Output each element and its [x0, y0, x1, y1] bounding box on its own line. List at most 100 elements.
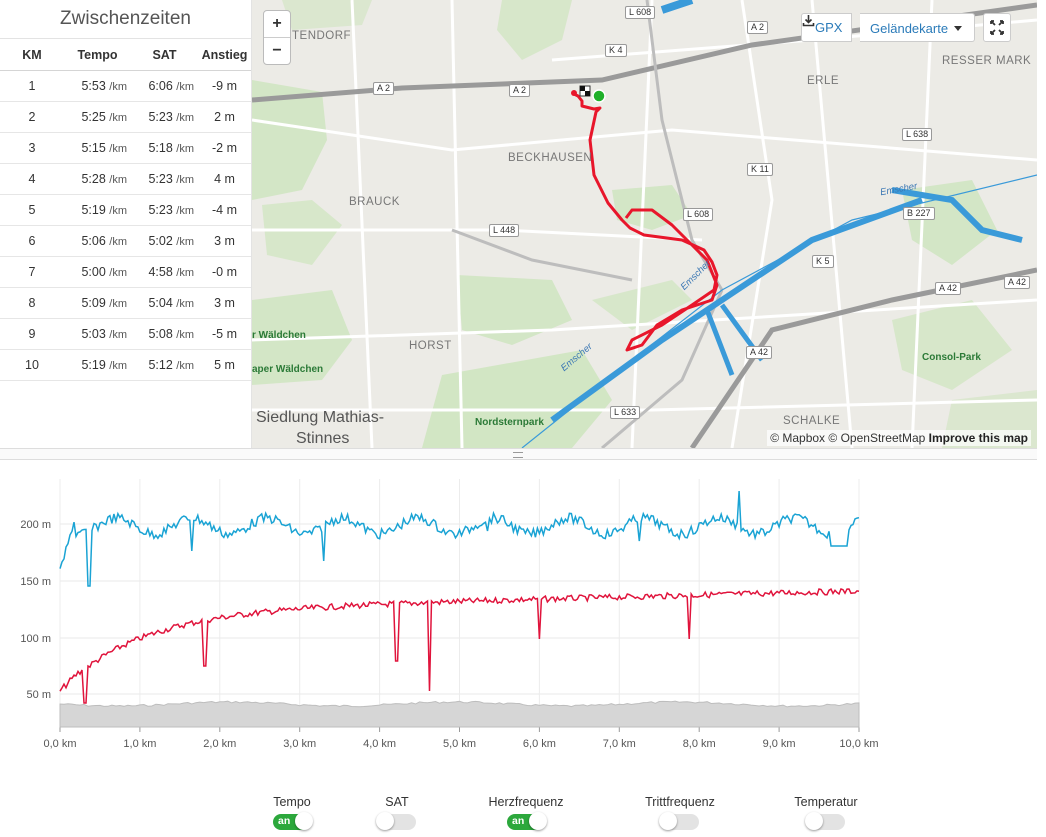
toggle-label: Trittfrequenz [645, 795, 715, 809]
activity-chart[interactable]: 200 m 150 m 100 m 50 m 0,0 km 1,0 km 2,0 km 3,0… [0, 461, 1037, 781]
road-shield: A 2 [373, 82, 395, 95]
y-tick-label: 150 m [20, 576, 51, 588]
gpx-label: GPX [815, 20, 843, 35]
toggle-switch[interactable] [805, 811, 845, 830]
finish-marker[interactable] [571, 85, 591, 97]
x-tick-label: 4,0 km [363, 738, 396, 750]
split-tempo: 5:25 /km [64, 101, 131, 133]
elevation-area [59, 700, 860, 728]
park-label: r Wäldchen [252, 330, 306, 341]
split-sat-value: 5:02 [148, 234, 173, 248]
split-sat-unit: /km [176, 298, 194, 310]
split-row[interactable]: 3 5:15 /km 5:18 /km -2 m [0, 132, 251, 164]
zoom-in-button[interactable]: + [272, 15, 282, 32]
split-rise: -2 m [198, 132, 251, 164]
split-rise: 3 m [198, 225, 251, 257]
split-row[interactable]: 8 5:09 /km 5:04 /km 3 m [0, 287, 251, 319]
split-sat: 4:58 /km [131, 256, 198, 288]
place-label: BRAUCK [349, 196, 400, 208]
toggle-label: SAT [385, 795, 409, 809]
split-row[interactable]: 7 5:00 /km 4:58 /km -0 m [0, 256, 251, 288]
split-tempo-unit: /km [109, 81, 127, 93]
split-sat-value: 4:58 [148, 265, 173, 279]
toggle-temperatur: Temperatur [766, 795, 886, 831]
toggle-switch[interactable] [376, 811, 416, 830]
split-tempo: 5:09 /km [64, 287, 131, 319]
x-tick-label: 0,0 km [43, 738, 76, 750]
split-rise: -0 m [198, 256, 251, 288]
place-label: BECKHAUSEN [508, 152, 593, 164]
split-sat-value: 6:06 [148, 79, 173, 93]
x-tick-label: 6,0 km [523, 738, 556, 750]
x-tick-label: 5,0 km [443, 738, 476, 750]
split-sat-value: 5:12 [148, 358, 173, 372]
split-tempo-value: 5:00 [81, 265, 106, 279]
resize-handle[interactable] [0, 448, 1037, 460]
split-tempo-value: 5:09 [81, 296, 106, 310]
split-row[interactable]: 4 5:28 /km 5:23 /km 4 m [0, 163, 251, 195]
toggle-switch[interactable]: an [507, 811, 547, 830]
split-km: 2 [0, 101, 64, 133]
caret-down-icon [954, 26, 962, 31]
split-rise: -4 m [198, 194, 251, 226]
split-km: 5 [0, 194, 64, 226]
column-header-sat[interactable]: SAT [131, 38, 198, 71]
split-row[interactable]: 9 5:03 /km 5:08 /km -5 m [0, 318, 251, 350]
map-canvas[interactable] [252, 0, 1037, 448]
split-rise: 5 m [198, 349, 251, 381]
settlement-label-1: Siedlung Mathias- [256, 409, 385, 426]
chart-canvas[interactable]: 200 m 150 m 100 m 50 m 0,0 km 1,0 km 2,0 km 3,0… [0, 461, 1037, 781]
toggle-switch[interactable]: an [273, 811, 313, 830]
map-style-dropdown[interactable]: Geländekarte [860, 13, 975, 42]
split-rise: 3 m [198, 287, 251, 319]
toggle-switch[interactable] [659, 811, 699, 830]
split-row[interactable]: 2 5:25 /km 5:23 /km 2 m [0, 101, 251, 133]
route-map[interactable]: TENDORF ERLE RESSER MARK BECKHAUSEN BRAU… [252, 0, 1037, 448]
road-shield: A 2 [509, 84, 531, 97]
park-label: aper Wäldchen [252, 364, 324, 375]
split-rise: -9 m [198, 70, 251, 102]
park-label: Nordsternpark [475, 417, 544, 428]
split-rise: 2 m [198, 101, 251, 133]
y-tick-label: 200 m [20, 519, 51, 531]
split-sat-unit: /km [176, 112, 194, 124]
attribution-mapbox-link[interactable]: © Mapbox [770, 431, 826, 445]
start-marker[interactable] [592, 89, 606, 103]
split-tempo-value: 5:15 [81, 141, 106, 155]
fullscreen-button[interactable] [983, 13, 1011, 42]
split-row[interactable]: 5 5:19 /km 5:23 /km -4 m [0, 194, 251, 226]
toggle-knob [295, 811, 313, 830]
x-tick-label: 7,0 km [603, 738, 636, 750]
splits-table: KM Tempo SAT Anstieg 1 5:53 /km 6:06 /km -9… [0, 38, 251, 381]
gpx-download-button[interactable]: GPX [801, 13, 853, 42]
toggle-knob [659, 811, 677, 830]
split-tempo: 5:53 /km [64, 70, 131, 102]
split-tempo: 5:15 /km [64, 132, 131, 164]
column-header-rise[interactable]: Anstieg [198, 38, 251, 71]
split-tempo: 5:03 /km [64, 318, 131, 350]
split-tempo-value: 5:03 [81, 327, 106, 341]
split-tempo-unit: /km [109, 298, 127, 310]
toggle-tempo: Tempo an [232, 795, 352, 831]
split-tempo-unit: /km [109, 174, 127, 186]
splits-header-row: KM Tempo SAT Anstieg [0, 38, 251, 71]
zoom-out-button[interactable]: − [264, 37, 290, 64]
splits-panel: Zwischenzeiten KM Tempo SAT Anstieg 1 5:5… [0, 0, 252, 448]
split-sat-unit: /km [176, 267, 194, 279]
split-row[interactable]: 10 5:19 /km 5:12 /km 5 m [0, 349, 251, 381]
split-tempo-unit: /km [109, 329, 127, 341]
improve-map-link[interactable]: Improve this map [928, 431, 1028, 445]
route-line [571, 91, 719, 352]
split-tempo-value: 5:28 [81, 172, 106, 186]
attribution-osm-link[interactable]: © OpenStreetMap [828, 431, 926, 445]
split-row[interactable]: 6 5:06 /km 5:02 /km 3 m [0, 225, 251, 257]
toggle-herzfrequenz: Herzfrequenz an [466, 795, 586, 831]
split-sat-unit: /km [176, 174, 194, 186]
split-tempo-unit: /km [109, 205, 127, 217]
y-tick-label: 50 m [27, 689, 51, 701]
column-header-km[interactable]: KM [0, 38, 64, 71]
column-header-tempo[interactable]: Tempo [64, 38, 131, 71]
toggle-knob [376, 811, 394, 830]
split-row[interactable]: 1 5:53 /km 6:06 /km -9 m [0, 70, 251, 102]
heart-rate-line [59, 588, 860, 704]
